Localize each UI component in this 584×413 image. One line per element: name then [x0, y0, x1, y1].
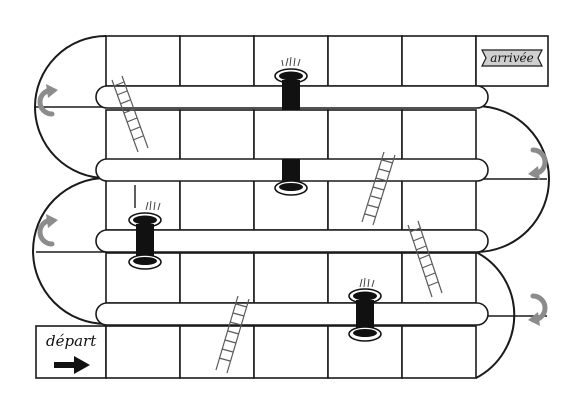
track-cell[interactable]	[401, 252, 477, 304]
track-cell[interactable]	[105, 35, 181, 87]
curved-turn-arrow-icon	[528, 293, 548, 326]
start-cell[interactable]	[35, 325, 107, 379]
track-cell[interactable]	[401, 325, 477, 379]
track-cell[interactable]	[253, 109, 329, 161]
track-row-1	[105, 35, 549, 87]
curved-turn-arrow-icon	[37, 84, 58, 117]
track-cell[interactable]	[179, 109, 255, 161]
hole-icon	[128, 185, 162, 270]
track-cell[interactable]	[327, 35, 403, 87]
right-arrow-icon	[54, 356, 90, 374]
row-separator	[95, 229, 489, 253]
track-cell[interactable]	[327, 179, 403, 231]
finish-label: arrivée	[490, 51, 533, 65]
ladder-icon	[111, 75, 149, 153]
track-cell[interactable]	[253, 325, 329, 379]
track-cell[interactable]	[253, 252, 329, 304]
track-cell[interactable]	[327, 109, 403, 161]
right-turn-edge-upper	[475, 105, 550, 253]
track-cell[interactable]	[179, 179, 255, 231]
finish-banner: arrivée	[481, 49, 543, 67]
track-cell[interactable]	[401, 109, 477, 161]
track-cell[interactable]	[105, 325, 181, 379]
curved-turn-arrow-icon	[37, 214, 58, 247]
track-cell[interactable]	[179, 35, 255, 87]
ladder-icon	[215, 295, 250, 374]
track-cell[interactable]	[179, 325, 255, 379]
right-turn-edge-bottom	[475, 251, 516, 379]
hole-icon	[274, 56, 308, 196]
start-label: départ	[46, 332, 97, 350]
curved-turn-arrow-icon	[528, 147, 548, 180]
ladder-icon	[361, 151, 396, 226]
ladder-icon	[407, 220, 443, 298]
track-cell[interactable]	[401, 35, 477, 87]
row-separator	[95, 302, 489, 326]
track-row-2	[105, 109, 477, 161]
left-turn-edge-lower	[32, 177, 107, 325]
track-cell[interactable]	[179, 252, 255, 304]
left-turn-edge-top	[34, 35, 107, 179]
track-row-5	[35, 325, 477, 379]
hole-icon	[348, 277, 382, 342]
track-cell[interactable]	[401, 179, 477, 231]
